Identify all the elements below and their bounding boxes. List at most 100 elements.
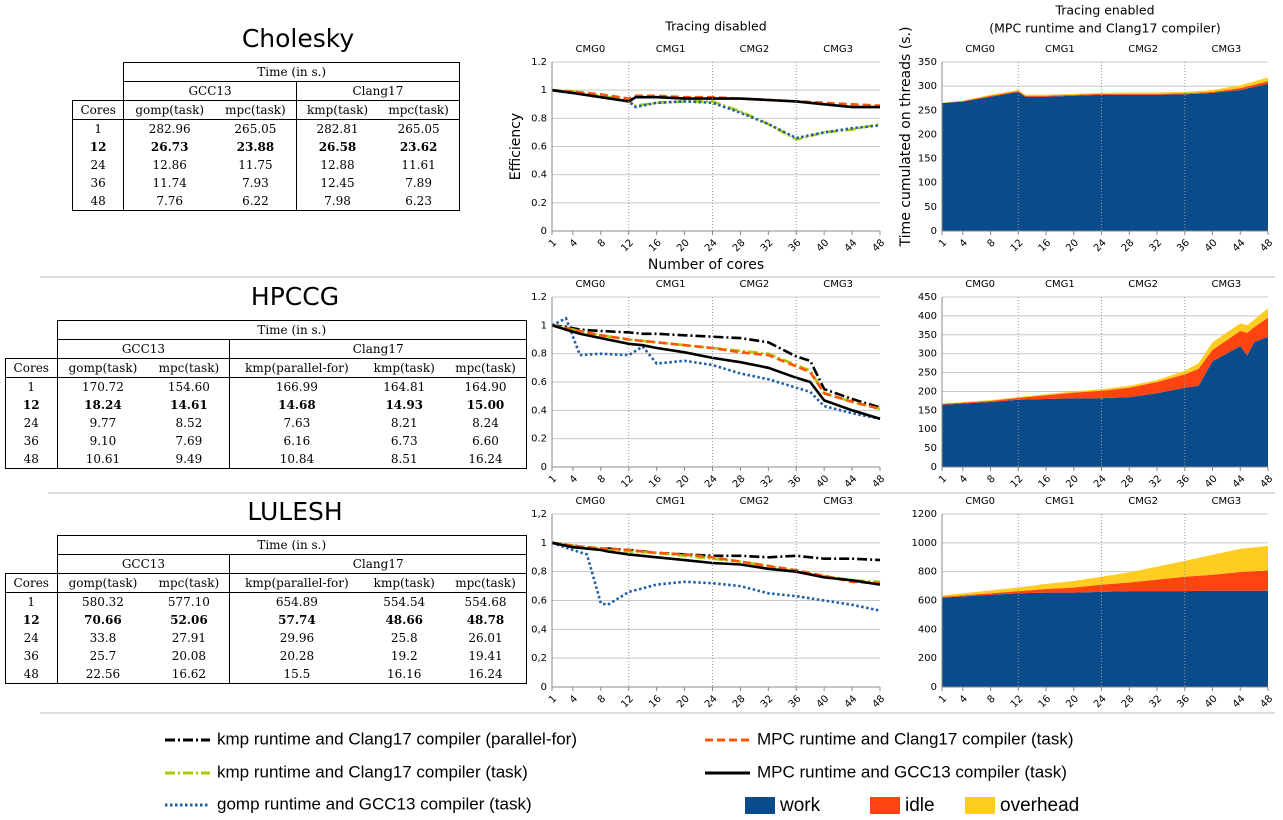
column-header: mpc(task) [444, 358, 527, 378]
x-tick-label: 48 [870, 693, 887, 710]
table-cell: 15.00 [444, 396, 527, 414]
y-tick-label: 0.2 [531, 198, 547, 209]
group-header: Clang17 [295, 81, 461, 101]
series-line [551, 541, 881, 562]
table-cell: 15.5 [229, 665, 364, 684]
x-tick-label: 32 [1147, 237, 1164, 254]
x-tick-label: 1 [547, 693, 559, 705]
cmg-label: CMG2 [1128, 44, 1158, 55]
table-cell: 26.01 [444, 629, 527, 647]
table-cell: 48.78 [444, 611, 527, 629]
table-cell: 164.81 [383, 380, 426, 394]
table-row: 36 25.7 20.08 20.28 19.2 19.41 [5, 647, 527, 665]
y-tick-label: 100 [918, 178, 937, 189]
y-tick-label: 100 [918, 424, 937, 435]
data-table: Time (in s.) GCC13 Clang17 Cores gomp(task) m… [5, 320, 527, 469]
x-tick-label: 48 [1258, 237, 1275, 254]
x-tick-label: 4 [958, 237, 970, 249]
header-row: Time (in s.) [73, 62, 460, 82]
x-tick-label: 32 [759, 237, 776, 254]
x-tick-label: 44 [843, 473, 860, 490]
table-row: 48 7.76 6.22 7.98 6.23 [71, 192, 461, 211]
column-header: kmp(task) [363, 573, 445, 593]
x-tick-label: 40 [815, 237, 832, 254]
table-cell: 12 [71, 138, 125, 156]
table-cell: 580.32 [56, 592, 149, 611]
x-tick-label: 1 [937, 237, 949, 249]
table-cell: 23.88 [236, 140, 275, 154]
x-tick-label: 4 [568, 693, 580, 705]
x-tick-label: 40 [815, 693, 832, 710]
table-cell: 8.21 [390, 416, 418, 430]
table-cell: 6.23 [378, 192, 461, 211]
table-row: 1 282.96 265.05 282.81 265.05 [71, 119, 461, 138]
table-cell: 26.58 [295, 138, 379, 156]
x-tick-label: 48 [870, 473, 887, 490]
x-tick-label: 36 [1175, 473, 1192, 490]
y-tick-label: 200 [918, 386, 937, 397]
column-header: mpc(task) [444, 573, 527, 593]
x-tick-label: 16 [1037, 473, 1054, 490]
y-tick-label: 0.6 [531, 377, 547, 388]
y-tick-label: 0,8 [531, 567, 547, 578]
group-row: GCC13 Clang17 [6, 554, 527, 574]
y-tick-label: 1000 [912, 538, 937, 549]
table-cell: 7.69 [175, 434, 203, 448]
x-tick-label: 44 [1231, 237, 1248, 254]
table: Time (in s.) GCC13 Clang17 Cores gomp(task) m… [5, 320, 527, 469]
y-tick-label: 200 [918, 129, 937, 140]
column-header: mpc(task) [378, 100, 461, 120]
x-tick-label: 24 [703, 473, 720, 490]
series-line [551, 324, 881, 411]
group-header: GCC13 [56, 554, 231, 574]
cmg-label: CMG1 [1045, 44, 1075, 55]
y-tick-label: 50 [924, 202, 937, 213]
column-header: mpc(task) [148, 573, 230, 593]
table-cell: 654.89 [229, 592, 364, 611]
table-cell: 23.62 [378, 138, 461, 156]
table-cell: 10.84 [229, 450, 364, 469]
column-header: kmp(task) [295, 100, 379, 120]
table-cell: 170.72 [56, 377, 149, 396]
table-cell: 48 [5, 665, 58, 684]
y-tick-label: 600 [918, 596, 937, 607]
y-tick-label: 350 [918, 57, 937, 68]
x-tick-label: 12 [1009, 473, 1026, 490]
cmg-label: CMG0 [965, 44, 995, 55]
table-cell: 7.98 [295, 192, 379, 211]
x-tick-label: 4 [568, 237, 580, 249]
table-cell: 16.24 [444, 665, 527, 684]
x-tick-label: 32 [1147, 473, 1164, 490]
table-cell: 16.16 [363, 665, 445, 684]
table-cell: 25.8 [390, 631, 418, 645]
y-tick-label: 0.4 [531, 170, 547, 181]
y-tick-label: 0 [541, 462, 547, 473]
y-tick-label: 1200 [912, 509, 937, 520]
x-tick-label: 36 [1175, 693, 1192, 710]
table-cell: 154.60 [167, 380, 210, 394]
cmg-label: CMG2 [1128, 496, 1158, 507]
table-cell: 14.68 [229, 396, 364, 414]
table-cell: 48 [71, 192, 125, 211]
table-cell: 282.81 [295, 119, 379, 138]
table-cell: 7.89 [378, 174, 461, 192]
column-header: gomp(task) [123, 100, 216, 120]
header-row: Time (in s.) [6, 535, 527, 555]
table-cell: 7.93 [242, 176, 269, 190]
table-cell: 27.91 [171, 631, 207, 645]
cmg-label: CMG3 [823, 279, 853, 290]
table-row: 1 170.72 154.60 166.99 164.81 164.90 [5, 377, 527, 396]
chart-subtitle: (MPC runtime and Clang17 compiler) [989, 21, 1220, 36]
y-tick-label: 50 [924, 443, 937, 454]
y-tick-label: 250 [918, 105, 937, 116]
table-cell: 1 [5, 592, 58, 611]
y-tick-label: 0.2 [531, 434, 547, 445]
table-cell: 48 [5, 450, 58, 469]
cmg-label: CMG2 [740, 279, 770, 290]
y-tick-label: 350 [918, 330, 937, 341]
x-tick-label: 1 [937, 693, 949, 705]
y-tick-label: 0,4 [531, 624, 547, 635]
y-tick-label: 0 [541, 682, 547, 693]
table-cell: 282.96 [123, 119, 216, 138]
